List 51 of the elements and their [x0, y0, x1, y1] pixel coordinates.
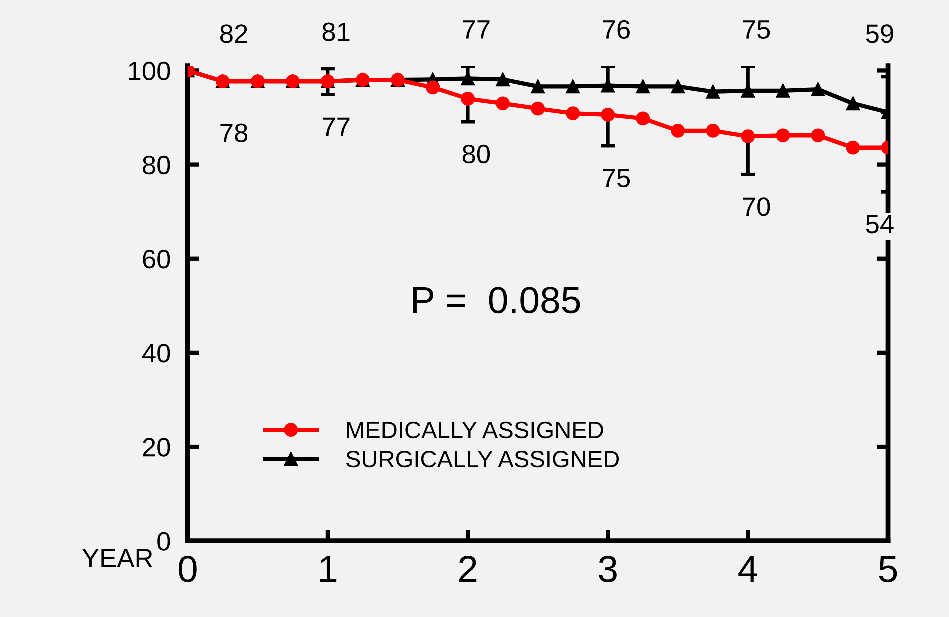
point — [741, 130, 756, 144]
text: 59 — [866, 24, 894, 44]
point — [426, 80, 440, 95]
text: 82 — [220, 24, 248, 44]
point — [706, 84, 720, 99]
legend-label: MEDICALLY ASSIGNED — [347, 422, 604, 439]
point — [846, 96, 860, 111]
annotation: 70 — [743, 198, 770, 216]
y-tick-label: 60 — [143, 250, 170, 269]
text: 77 — [463, 20, 490, 39]
point — [741, 84, 756, 98]
text: 76 — [603, 20, 630, 40]
point — [496, 72, 510, 87]
point — [601, 108, 616, 122]
x-tick-label: 5 — [879, 556, 898, 583]
y-tick-label: 100 — [129, 62, 170, 81]
annotation: 77 — [322, 118, 350, 136]
point — [671, 80, 686, 94]
annotation: P = 0.085 — [413, 287, 580, 314]
text: 75 — [743, 20, 770, 40]
text: 81 — [322, 22, 350, 42]
point — [811, 128, 826, 143]
x-tick-label: 0 — [178, 556, 197, 583]
point — [636, 80, 650, 94]
point — [636, 112, 650, 126]
legend-label: SURGICALLY ASSIGNED — [346, 450, 620, 468]
point — [531, 102, 546, 116]
point — [776, 128, 790, 143]
point — [706, 124, 720, 138]
point — [496, 96, 510, 111]
point — [566, 80, 580, 94]
point — [461, 92, 475, 106]
point — [531, 80, 546, 94]
point — [671, 124, 686, 138]
y-tick-label: 80 — [143, 156, 170, 175]
annotation: 75 — [603, 169, 630, 188]
point — [776, 84, 790, 98]
point — [811, 82, 826, 96]
x-tick-label: 1 — [320, 556, 337, 582]
x-tick-label: 4 — [738, 556, 758, 582]
y-tick-label: 0 — [158, 532, 170, 551]
annotation: 54 — [866, 215, 894, 234]
y-tick-label: 20 — [143, 438, 170, 457]
x-tick-label: 3 — [599, 556, 617, 583]
y-tick-label: 40 — [142, 344, 170, 363]
x-axis-title: YEAR — [82, 549, 153, 568]
annotation: 78 — [220, 124, 248, 142]
point — [566, 106, 580, 120]
point — [846, 140, 860, 155]
x-tick-label: 2 — [460, 556, 477, 582]
annotation: 80 — [462, 144, 490, 164]
